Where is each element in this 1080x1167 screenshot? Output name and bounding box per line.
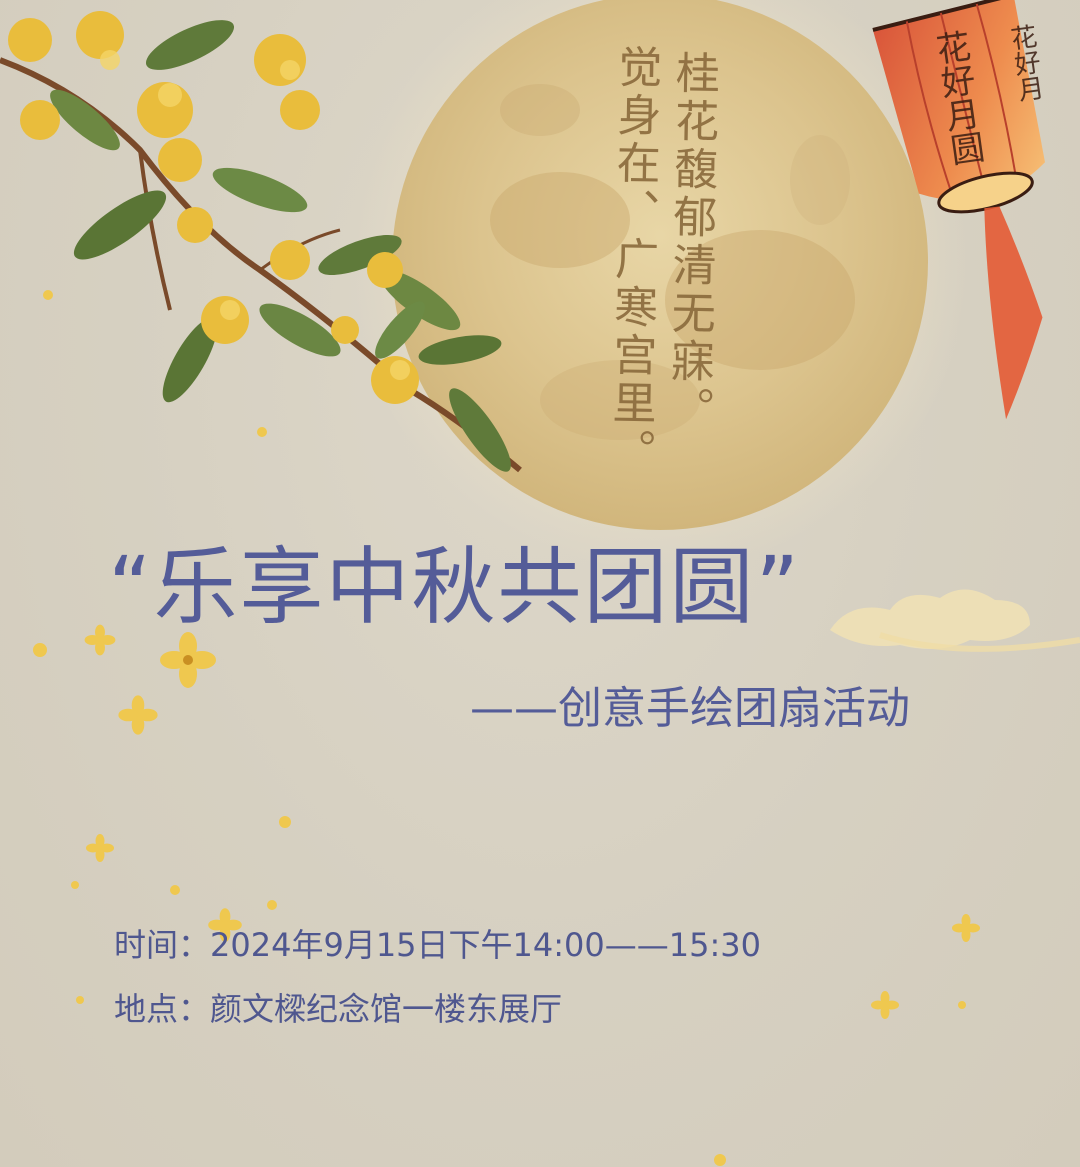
event-time: 时间：2024年9月15日下午14:00——15:30	[114, 920, 761, 966]
auspicious-cloud-icon	[830, 589, 1080, 652]
osmanthus-petal-icon	[33, 290, 980, 1166]
poster-subtitle: ——创意手绘团扇活动	[470, 683, 910, 734]
event-place-label: 地点：	[114, 990, 211, 1028]
poster-title: “乐享中秋共团圆”	[108, 538, 802, 636]
event-time-value: 2024年9月15日下午14:00——15:30	[210, 926, 761, 964]
event-place: 地点：颜文樑纪念馆一楼东展厅	[114, 984, 562, 1030]
poem-line-1: 桂花馥郁清无寐。	[661, 49, 720, 435]
poem-line-2: 觉身在、广寒宫里。	[603, 43, 662, 477]
event-time-label: 时间：	[114, 926, 211, 964]
paper-lantern-icon	[872, 0, 1046, 420]
full-moon-icon	[350, 0, 970, 570]
osmanthus-branch-icon	[0, 11, 522, 473]
event-place-value: 颜文樑纪念馆一楼东展厅	[210, 990, 563, 1028]
